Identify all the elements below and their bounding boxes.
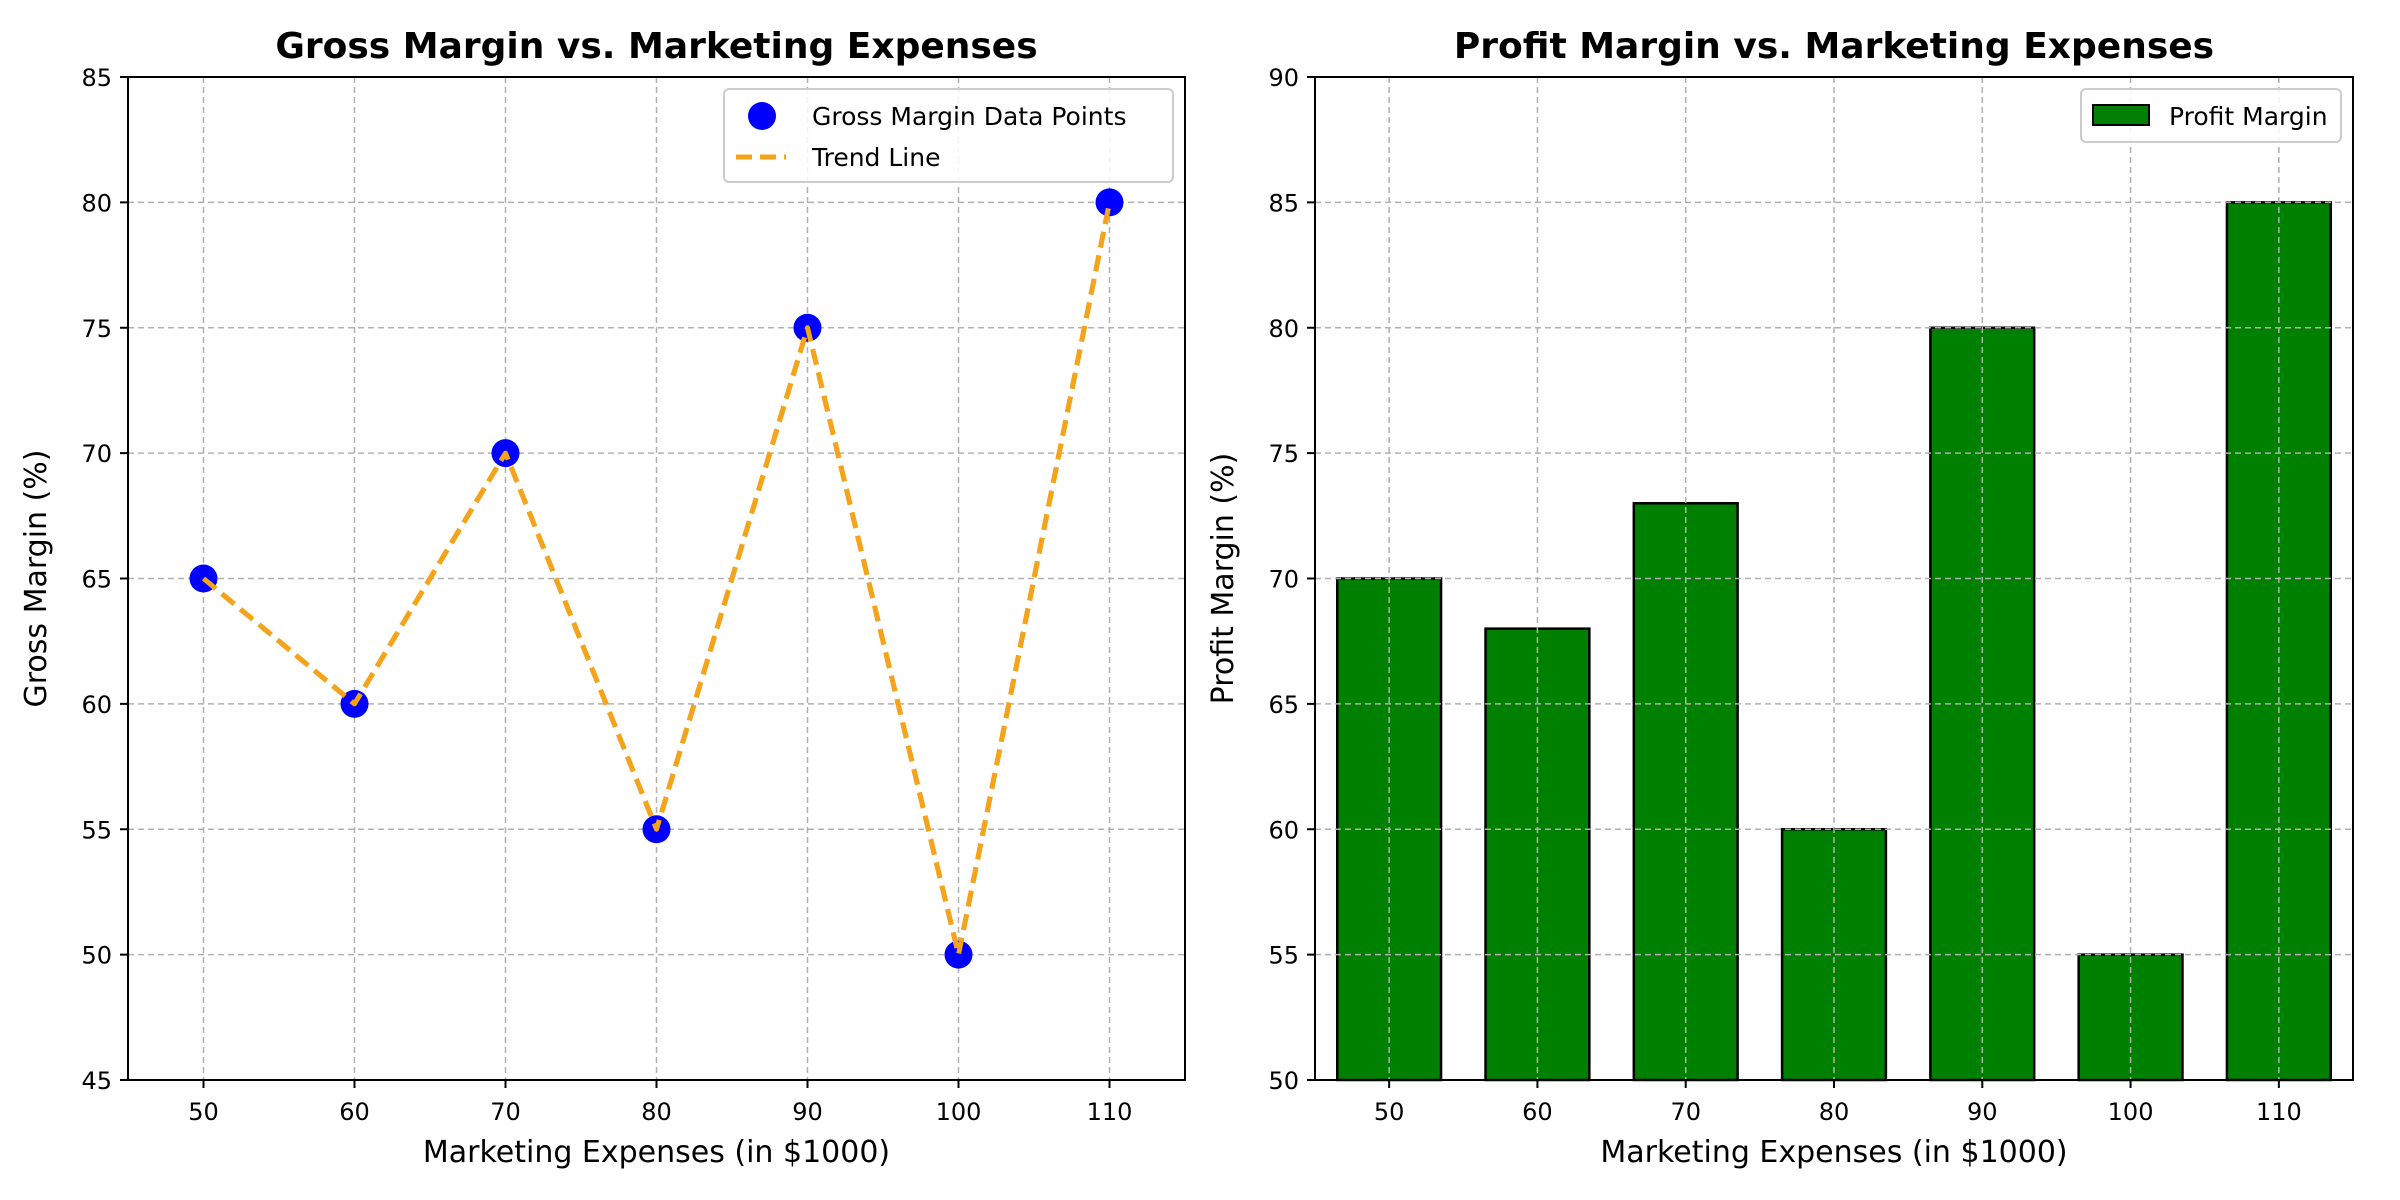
trend-line-overlay	[201, 201, 1112, 958]
x-axis-label: Marketing Expenses (in $1000)	[423, 1135, 890, 1170]
chart-title: Gross Margin vs. Marketing Expenses	[275, 26, 1037, 67]
x-tick-label: 100	[2108, 1098, 2154, 1126]
y-tick-label: 65	[81, 566, 112, 594]
legend-box	[2080, 88, 2342, 143]
y-tick-label: 85	[81, 64, 112, 92]
y-tick-label: 55	[81, 816, 112, 844]
y-tick-label: 55	[1268, 942, 1299, 970]
x-tick-label: 100	[936, 1098, 982, 1126]
y-tick-label: 80	[1268, 315, 1299, 343]
legend-scatter-marker	[748, 102, 776, 130]
axis-ticks: 50 60 70 80 90 100 110 45 50 55 60 65 70 75 80 85	[81, 64, 1132, 1126]
x-tick-label: 110	[1087, 1098, 1133, 1126]
y-tick-label: 85	[1268, 189, 1299, 217]
y-tick-label: 60	[1268, 816, 1299, 844]
y-tick-label: 90	[1268, 64, 1299, 92]
legend-bar-swatch	[2092, 104, 2150, 126]
y-tick-label: 70	[81, 440, 112, 468]
scatter-point	[944, 940, 973, 969]
y-tick-label: 65	[1268, 691, 1299, 719]
x-tick-label: 90	[792, 1098, 823, 1126]
chart-title: Profit Margin vs. Marketing Expenses	[1454, 26, 2214, 67]
x-tick-label: 50	[188, 1098, 219, 1126]
y-tick-label: 70	[1268, 566, 1299, 594]
y-axis-label: Gross Margin (%)	[19, 450, 54, 708]
y-tick-label: 75	[81, 315, 112, 343]
y-tick-label: 50	[1268, 1067, 1299, 1095]
legend: Profit Margin	[2080, 88, 2342, 143]
x-tick-label: 80	[1819, 1098, 1850, 1126]
x-tick-label: 90	[1967, 1098, 1998, 1126]
y-tick-label: 50	[81, 942, 112, 970]
x-tick-label: 70	[490, 1098, 521, 1126]
legend-box	[723, 88, 1174, 183]
x-tick-label: 110	[2256, 1098, 2302, 1126]
gross-margin-chart: 50 60 70 80 90 100 110 45 50 55 60 65 70 75 80 85 Gross…	[19, 26, 1186, 1170]
x-tick-label: 60	[339, 1098, 370, 1126]
y-tick-label: 60	[81, 691, 112, 719]
x-tick-label: 60	[1522, 1098, 1553, 1126]
scatter-points	[189, 188, 1124, 969]
y-tick-label: 75	[1268, 440, 1299, 468]
scatter-point	[1095, 188, 1124, 217]
y-tick-label: 80	[81, 189, 112, 217]
x-tick-label: 80	[641, 1098, 672, 1126]
x-tick-label: 70	[1670, 1098, 1701, 1126]
x-axis-label: Marketing Expenses (in $1000)	[1600, 1135, 2067, 1170]
legend-label-trend-line: Trend Line	[811, 143, 940, 172]
grid-lines	[128, 76, 1185, 1081]
y-tick-label: 45	[81, 1067, 112, 1095]
profit-margin-chart: 50 60 70 80 90 100 110 50 55 60 65 70 75 80 85 90 Profi…	[1206, 26, 2354, 1170]
legend-label-data-points: Gross Margin Data Points	[812, 102, 1126, 131]
legend: Gross Margin Data Points Trend Line	[723, 88, 1174, 183]
x-tick-label: 50	[1374, 1098, 1405, 1126]
y-axis-label: Profit Margin (%)	[1206, 453, 1241, 705]
legend-label-profit-margin: Profit Margin	[2169, 102, 2328, 131]
axis-ticks: 50 60 70 80 90 100 110 50 55 60 65 70 75 80 85 90	[1268, 64, 2301, 1126]
